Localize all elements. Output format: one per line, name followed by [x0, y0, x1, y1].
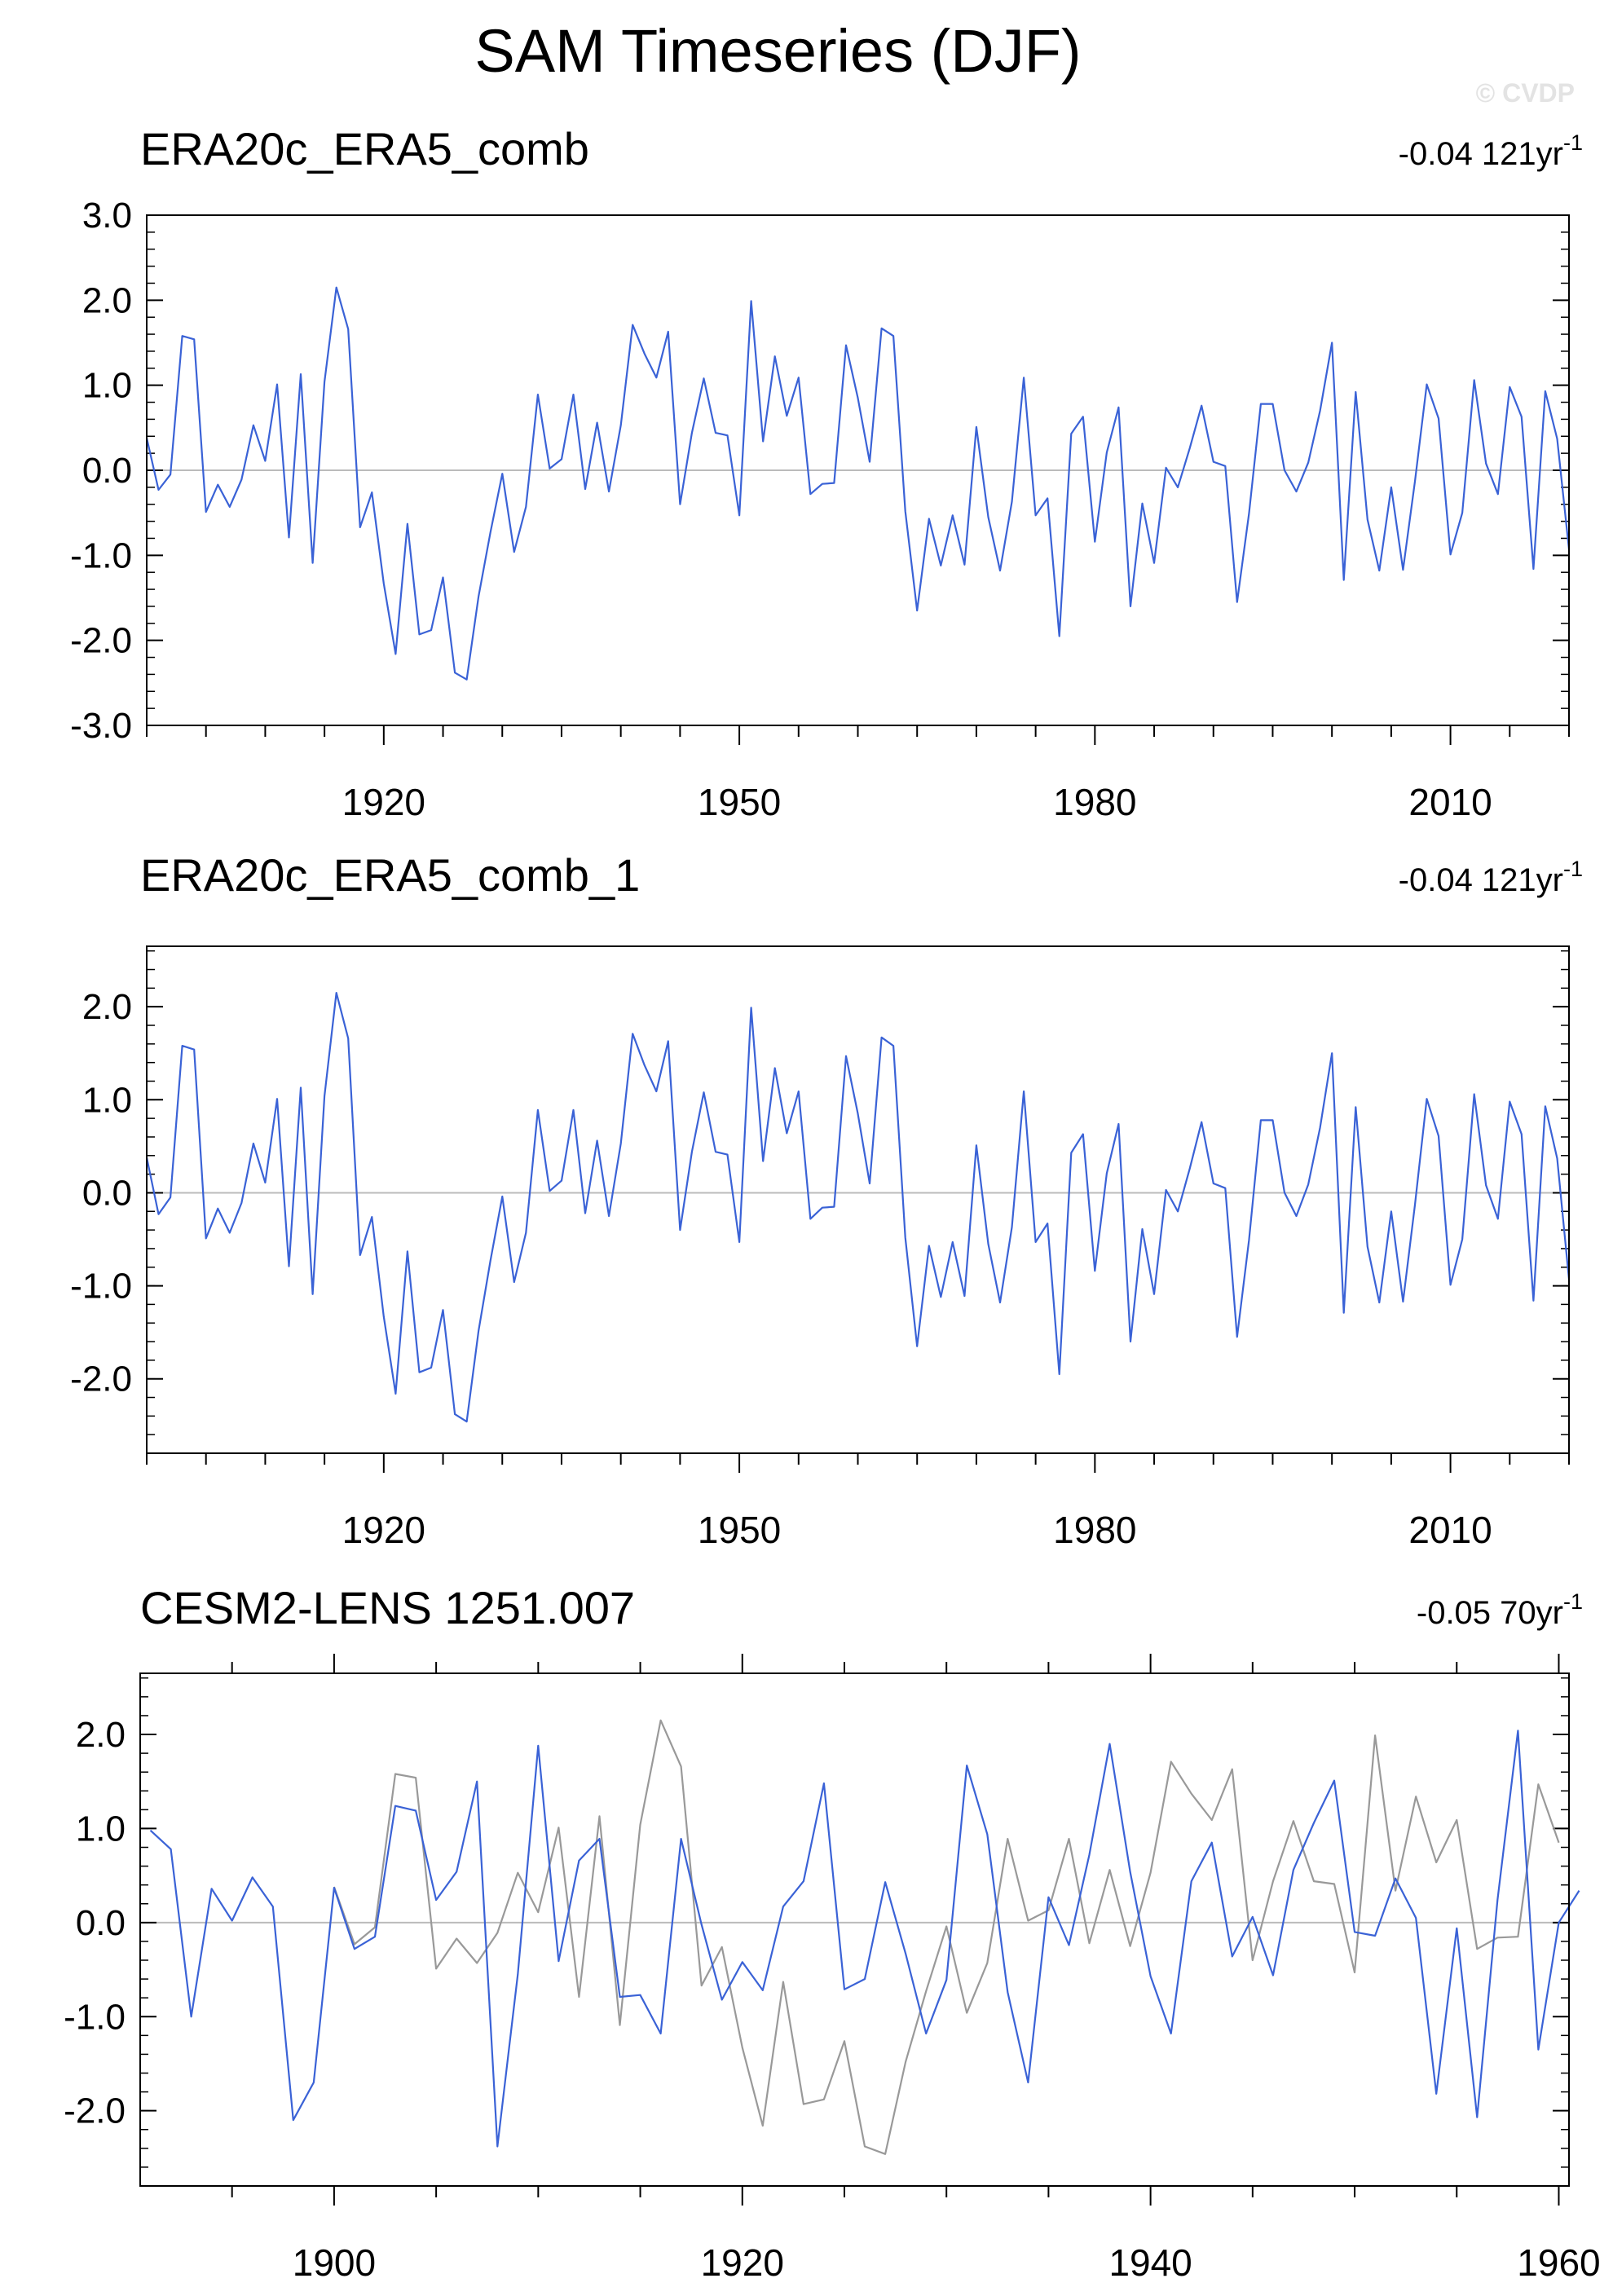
- x-tick-label: 1900: [293, 2241, 376, 2284]
- y-tick-label: 0.0: [82, 1173, 132, 1213]
- plot-frame: [139, 1672, 1570, 2187]
- x-tick-label: 1950: [698, 1509, 781, 1551]
- y-tick-label: 0.0: [76, 1903, 126, 1943]
- y-tick-label: -3.0: [70, 706, 132, 746]
- x-tick-label: 1980: [1053, 781, 1136, 823]
- y-tick-label: -1.0: [70, 535, 132, 575]
- y-tick-label: -2.0: [64, 2091, 126, 2131]
- x-tick-label: 1950: [698, 781, 781, 823]
- plot-frame: [146, 945, 1570, 1454]
- x-tick-label: 2010: [1408, 781, 1492, 823]
- y-tick-label: 1.0: [82, 1080, 132, 1120]
- y-tick-label: 3.0: [82, 196, 132, 236]
- figure-title: SAM Timeseries (DJF): [474, 17, 1082, 85]
- series-line-1: [149, 1730, 1580, 2148]
- y-tick-label: 1.0: [76, 1809, 126, 1849]
- plot-frame: [146, 214, 1570, 726]
- y-tick-label: 2.0: [76, 1715, 126, 1755]
- panel-title: ERA20c_ERA5_comb: [140, 123, 589, 174]
- series-line-0: [145, 286, 1571, 681]
- x-tick-label: 1980: [1053, 1509, 1136, 1551]
- x-tick-label: 2010: [1408, 1509, 1492, 1551]
- trend-label: -0.04 121yr-1: [1399, 130, 1583, 172]
- y-tick-label: 1.0: [82, 366, 132, 406]
- trend-label: -0.04 121yr-1: [1399, 857, 1583, 898]
- x-tick-label: 1960: [1517, 2241, 1600, 2284]
- cvdp-watermark: © CVDP: [1475, 78, 1575, 108]
- x-tick-label: 1920: [342, 781, 425, 823]
- panel-title: CESM2-LENS 1251.007: [140, 1582, 635, 1633]
- series-line-0: [333, 1719, 1560, 2155]
- x-tick-label: 1940: [1108, 2241, 1192, 2284]
- y-tick-label: 2.0: [82, 280, 132, 320]
- series-line-0: [145, 991, 1571, 1423]
- y-tick-label: -1.0: [64, 1997, 126, 2037]
- y-tick-label: -1.0: [70, 1267, 132, 1307]
- panel-title: ERA20c_ERA5_comb_1: [140, 849, 640, 901]
- y-tick-label: -2.0: [70, 621, 132, 661]
- x-tick-label: 1920: [701, 2241, 784, 2284]
- x-tick-label: 1920: [342, 1509, 425, 1551]
- y-tick-label: -2.0: [70, 1360, 132, 1399]
- y-tick-label: 2.0: [82, 987, 132, 1027]
- trend-label: -0.05 70yr-1: [1417, 1589, 1583, 1631]
- y-tick-label: 0.0: [82, 451, 132, 491]
